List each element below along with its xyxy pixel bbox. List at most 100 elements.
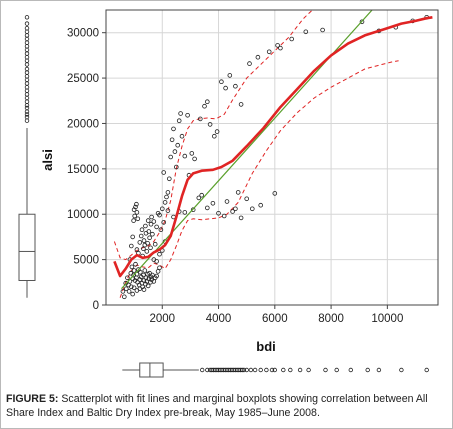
linear-fit-line [121,10,373,290]
data-point [139,227,145,233]
plot-area-border [105,9,439,306]
x-box-outlier [348,367,353,373]
data-point [146,229,152,234]
data-point [138,233,144,239]
x-box-outlier [258,367,263,373]
x-box-outlier [241,367,247,373]
data-point [134,210,140,215]
y-box-outlier [24,55,30,60]
data-point [235,190,241,195]
data-point [125,275,130,281]
figure-caption: FIGURE 5: Scatterplot with fit lines and… [6,392,450,420]
x-box-outlier [199,367,205,373]
x-tick-label: 2000 [149,313,175,325]
data-point [219,79,224,84]
y-box-outlier [24,81,30,86]
caption-label: FIGURE 5: [6,393,59,405]
x-box-outlier [264,367,269,373]
data-point [131,285,137,291]
data-point [272,191,278,196]
data-point [212,133,217,139]
data-point [178,111,183,116]
data-point [172,149,178,154]
y-box-outlier [24,40,30,45]
x-box-outlier [334,367,339,373]
y-box-outlier [24,92,30,97]
y-box-outlier [24,29,30,34]
data-point [223,85,228,91]
data-point [289,36,295,42]
data-point [148,245,153,251]
data-point [185,113,190,118]
data-point [199,192,205,198]
data-point [158,227,164,233]
data-point [124,286,129,292]
gridlines [106,10,438,306]
x-tick-label: 8000 [318,313,344,325]
data-point [120,289,126,294]
x-box-outlier [424,367,429,373]
data-point [205,99,210,104]
x-box-body [139,362,164,378]
data-point [266,49,272,55]
data-point [145,241,150,246]
data-point [258,202,264,208]
x-box-outlier [288,367,293,373]
y-box-outlier [24,74,30,79]
data-point [134,288,140,293]
data-point [143,223,148,229]
data-point [134,201,139,207]
data-point [233,206,238,212]
y-box-outlier [24,105,30,111]
x-box-outlier [272,367,277,373]
data-point [138,269,143,275]
x-box-outlier [244,367,249,373]
y-axis-label: alsi [40,149,55,171]
x-tick-label: 6000 [262,313,288,325]
x-marginal-boxplot [122,362,429,378]
x-axis-label: bdi [256,339,276,354]
data-point [161,170,167,175]
data-point [145,283,151,289]
data-point [179,133,185,139]
y-box-outlier [24,36,30,42]
y-tick-label: 15000 [67,164,99,176]
y-box-body [18,213,36,281]
x-box-outlier [297,367,303,373]
data-point [150,231,155,237]
data-point [214,129,220,134]
data-point [129,243,134,249]
data-point [131,218,136,223]
data-point [198,116,203,122]
data-point [238,215,244,221]
y-box-outlier [24,33,30,38]
ci-lower-line [119,60,399,298]
data-point [247,61,252,66]
smooth-fit-line [113,16,433,278]
data-point [275,43,280,48]
axis-ticks: 2000 4000 6000 8000 10000 0 5000 10000 15000 2000… [67,28,403,325]
y-tick-label: 30000 [67,28,99,40]
confidence-band [113,10,399,298]
data-point [152,241,158,247]
scatter-chart: 2000 4000 6000 8000 10000 0 5000 10000 15000 2000… [18,9,439,378]
data-point [176,118,182,123]
x-box-outlier [281,367,286,373]
data-point [148,221,154,227]
data-point [182,210,188,215]
y-box-outlier [24,58,30,63]
data-point [129,284,134,290]
y-box-outlier [24,70,30,75]
y-box-outlier [24,21,30,26]
y-box-outlier [24,118,30,123]
data-point [141,272,146,278]
data-point [168,154,174,160]
y-box-outlier [24,51,30,56]
data-point [320,27,325,33]
y-tick-label: 25000 [67,73,99,85]
y-box-outlier [24,26,30,31]
y-box-outlier [24,62,30,67]
data-point [134,247,140,252]
data-point [141,287,147,292]
fit-lines [113,10,433,290]
